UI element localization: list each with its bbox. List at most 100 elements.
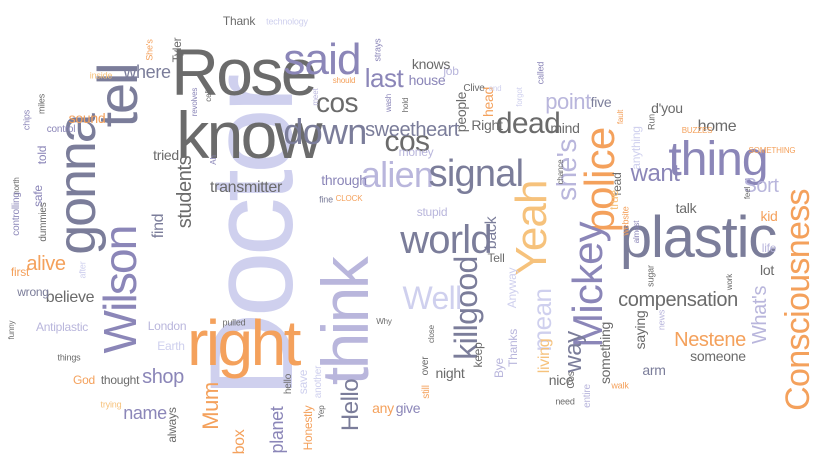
word-anyway: Anyway [505, 267, 519, 309]
word-true: true [607, 190, 621, 210]
word-five: five [590, 94, 612, 110]
word-night: night [435, 365, 465, 381]
word-still: still [421, 385, 432, 399]
word-run: Run [646, 114, 657, 130]
word-consciousness: Consciousness [779, 189, 817, 411]
word-name: name [123, 403, 167, 423]
word-wash: wash [384, 93, 393, 113]
word-london: London [147, 319, 187, 333]
word-news: news [656, 309, 667, 331]
word-funny: funny [7, 320, 16, 340]
word-inside: inside [89, 70, 113, 81]
word-where: where [123, 62, 171, 82]
word-first: first [10, 265, 30, 279]
word-planet: planet [267, 406, 287, 454]
word-always: always [165, 407, 179, 443]
word-last: last [364, 63, 404, 93]
word-bye: Bye [492, 358, 506, 378]
word-work: work [725, 273, 734, 291]
word-life: life [761, 241, 777, 255]
word-give: give [395, 400, 421, 416]
word-need: need [555, 396, 575, 407]
word-nice: nice [548, 372, 574, 388]
word-hello-small: hello [283, 373, 294, 395]
word-fault: fault [616, 109, 625, 125]
word-rose: Rose [171, 35, 317, 109]
word-thanks: Thanks [506, 329, 520, 367]
word-controlling: controlling [11, 192, 22, 236]
word-things: things [57, 352, 81, 363]
word-through: through [321, 172, 367, 188]
word-pulled: pulled [222, 317, 246, 328]
word-kid: kid [760, 208, 778, 224]
word-entire: entire [582, 384, 593, 408]
word-forgot: forgot [515, 87, 524, 107]
word-find: find [150, 213, 167, 239]
word-close: close [427, 325, 436, 343]
word-someone: someone [690, 348, 746, 364]
word-cos2: cos [384, 125, 430, 158]
word-money: money [398, 145, 434, 159]
word-right2: Right [471, 117, 503, 133]
word-yep: Yep [317, 405, 326, 419]
word-know: know [176, 98, 322, 172]
word-chips: chips [21, 109, 32, 131]
word-shes-small: She's [144, 39, 155, 61]
word-knows: knows [411, 56, 451, 72]
word-sort: Sort [743, 175, 779, 197]
word-wilson: Wilson [94, 226, 146, 354]
word-job: job [443, 64, 459, 78]
word-cos-small: Cos [566, 371, 577, 389]
word-antiplastic: Antiplastic [35, 320, 89, 334]
word-walk: walk [611, 380, 629, 391]
word-world: world [400, 218, 492, 262]
word-tell2: Tell [487, 251, 505, 265]
word-wrong: wrong [17, 285, 49, 299]
word-keep: keep [471, 342, 485, 368]
word-home: home [697, 118, 737, 135]
word-called: called [535, 61, 546, 85]
word-sugar: sugar [645, 265, 656, 287]
word-earth: Earth [157, 339, 185, 353]
word-dead: dead [495, 107, 561, 140]
word-sound: sound [68, 110, 106, 126]
word-point: point [545, 89, 591, 114]
word-any: any [372, 400, 394, 416]
word-talk: talk [675, 200, 697, 216]
word-thought: thought [100, 373, 140, 387]
word-nestene: Nestene [674, 329, 746, 351]
word-arm: arm [642, 362, 666, 378]
word-box: box [231, 429, 248, 455]
word-yeah: Yeah [507, 180, 556, 276]
word-mum: Mum [198, 382, 223, 430]
word-why: Why [376, 317, 392, 326]
word-told: told [35, 145, 49, 165]
word-mind: mind [550, 120, 580, 136]
word-house: house [408, 72, 446, 88]
word-anything: anything [629, 126, 643, 170]
word-miles: miles [36, 93, 47, 115]
word-dummies: dummies [38, 202, 49, 242]
word-signal: signal [428, 153, 524, 195]
word-something: something [597, 321, 613, 385]
word-saying: saying [632, 310, 648, 350]
word-said: said [283, 35, 361, 84]
word-feel: feel [743, 186, 752, 200]
word-after: after [77, 261, 88, 279]
word-should: should [332, 76, 356, 85]
word-right: right [187, 307, 301, 379]
word-cell: cell [204, 90, 213, 102]
word-another: another [313, 365, 324, 399]
word-alive: alive [26, 253, 66, 275]
word-students: students [174, 155, 196, 229]
word-website: website [620, 206, 631, 236]
word-down: down [283, 111, 367, 152]
word-save: save [296, 369, 310, 395]
word-something-caps: SOMETHING [748, 146, 796, 155]
word-over: over [420, 356, 431, 376]
word-strays: strays [372, 38, 383, 62]
word-god: God [73, 373, 95, 387]
word-transmitter: transmitter [209, 179, 283, 196]
word-whats: What's [749, 285, 771, 345]
